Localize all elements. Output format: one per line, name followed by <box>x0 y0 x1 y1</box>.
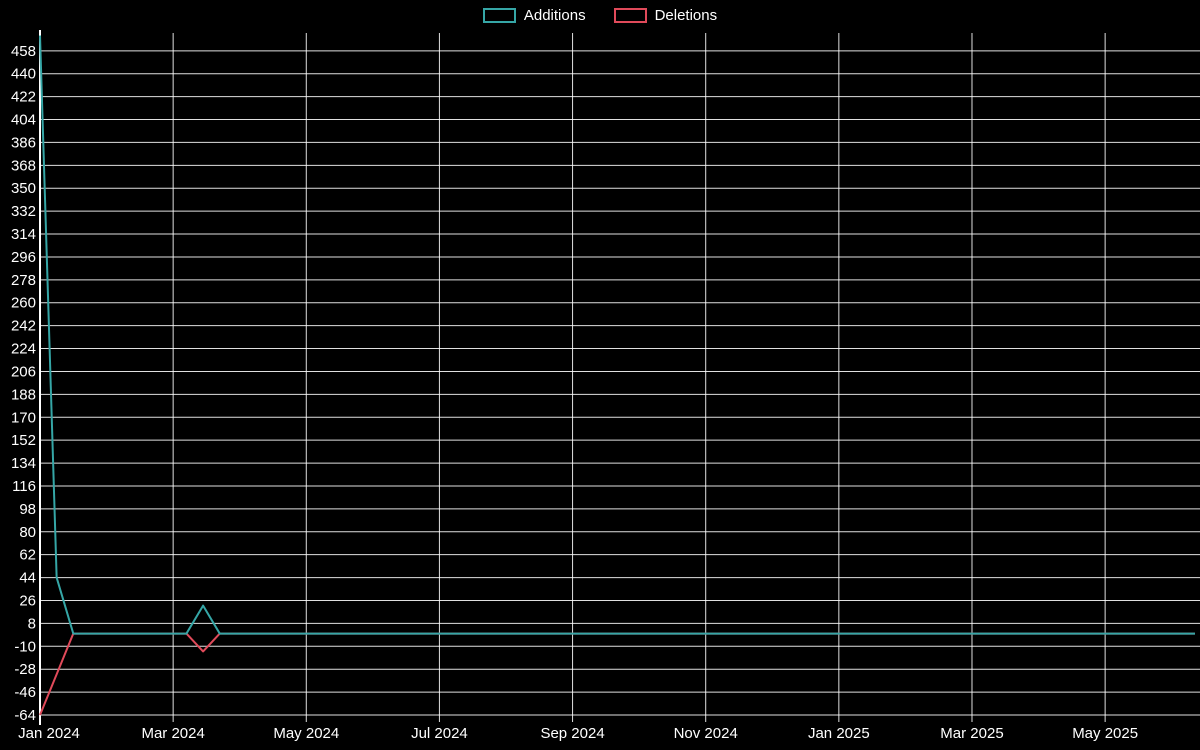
svg-text:152: 152 <box>11 432 36 449</box>
svg-text:188: 188 <box>11 386 36 403</box>
svg-text:296: 296 <box>11 249 36 266</box>
svg-text:Sep 2024: Sep 2024 <box>540 725 604 742</box>
svg-text:224: 224 <box>11 341 36 358</box>
svg-text:80: 80 <box>19 524 36 541</box>
svg-text:404: 404 <box>11 112 36 129</box>
svg-text:116: 116 <box>12 478 36 495</box>
svg-text:44: 44 <box>19 570 36 587</box>
svg-text:Mar 2025: Mar 2025 <box>940 725 1003 742</box>
svg-text:206: 206 <box>11 363 36 380</box>
svg-text:134: 134 <box>11 455 36 472</box>
svg-text:314: 314 <box>11 226 36 243</box>
legend-item-additions[interactable]: Additions <box>482 7 586 24</box>
svg-text:May 2024: May 2024 <box>273 725 339 742</box>
svg-text:332: 332 <box>11 203 36 220</box>
svg-text:350: 350 <box>11 180 36 197</box>
svg-text:Jul 2024: Jul 2024 <box>411 725 468 742</box>
additions-legend-label: Additions <box>523 7 586 24</box>
svg-text:98: 98 <box>19 501 36 518</box>
svg-text:368: 368 <box>11 157 36 174</box>
svg-text:278: 278 <box>11 272 36 289</box>
svg-text:-64: -64 <box>14 707 36 724</box>
chart-legend: Additions Deletions <box>0 7 1200 24</box>
legend-item-deletions[interactable]: Deletions <box>613 7 718 24</box>
svg-text:170: 170 <box>11 409 36 426</box>
additions-legend-swatch <box>482 8 516 23</box>
deletions-legend-label: Deletions <box>654 7 718 24</box>
svg-text:Jan 2025: Jan 2025 <box>808 725 870 742</box>
svg-text:242: 242 <box>11 318 36 335</box>
svg-text:8: 8 <box>28 615 36 632</box>
svg-text:-10: -10 <box>14 638 36 655</box>
svg-text:386: 386 <box>11 134 36 151</box>
svg-text:Jan 2024: Jan 2024 <box>18 725 80 742</box>
svg-text:Nov 2024: Nov 2024 <box>674 725 738 742</box>
svg-text:-28: -28 <box>14 661 36 678</box>
svg-text:-46: -46 <box>14 684 36 701</box>
deletions-legend-swatch <box>613 8 647 23</box>
svg-text:458: 458 <box>11 43 36 60</box>
svg-text:26: 26 <box>19 592 36 609</box>
svg-text:May 2025: May 2025 <box>1072 725 1138 742</box>
svg-text:422: 422 <box>11 89 36 106</box>
svg-text:260: 260 <box>11 295 36 312</box>
svg-text:440: 440 <box>11 66 36 83</box>
svg-text:62: 62 <box>19 547 36 564</box>
svg-text:Mar 2024: Mar 2024 <box>141 725 204 742</box>
